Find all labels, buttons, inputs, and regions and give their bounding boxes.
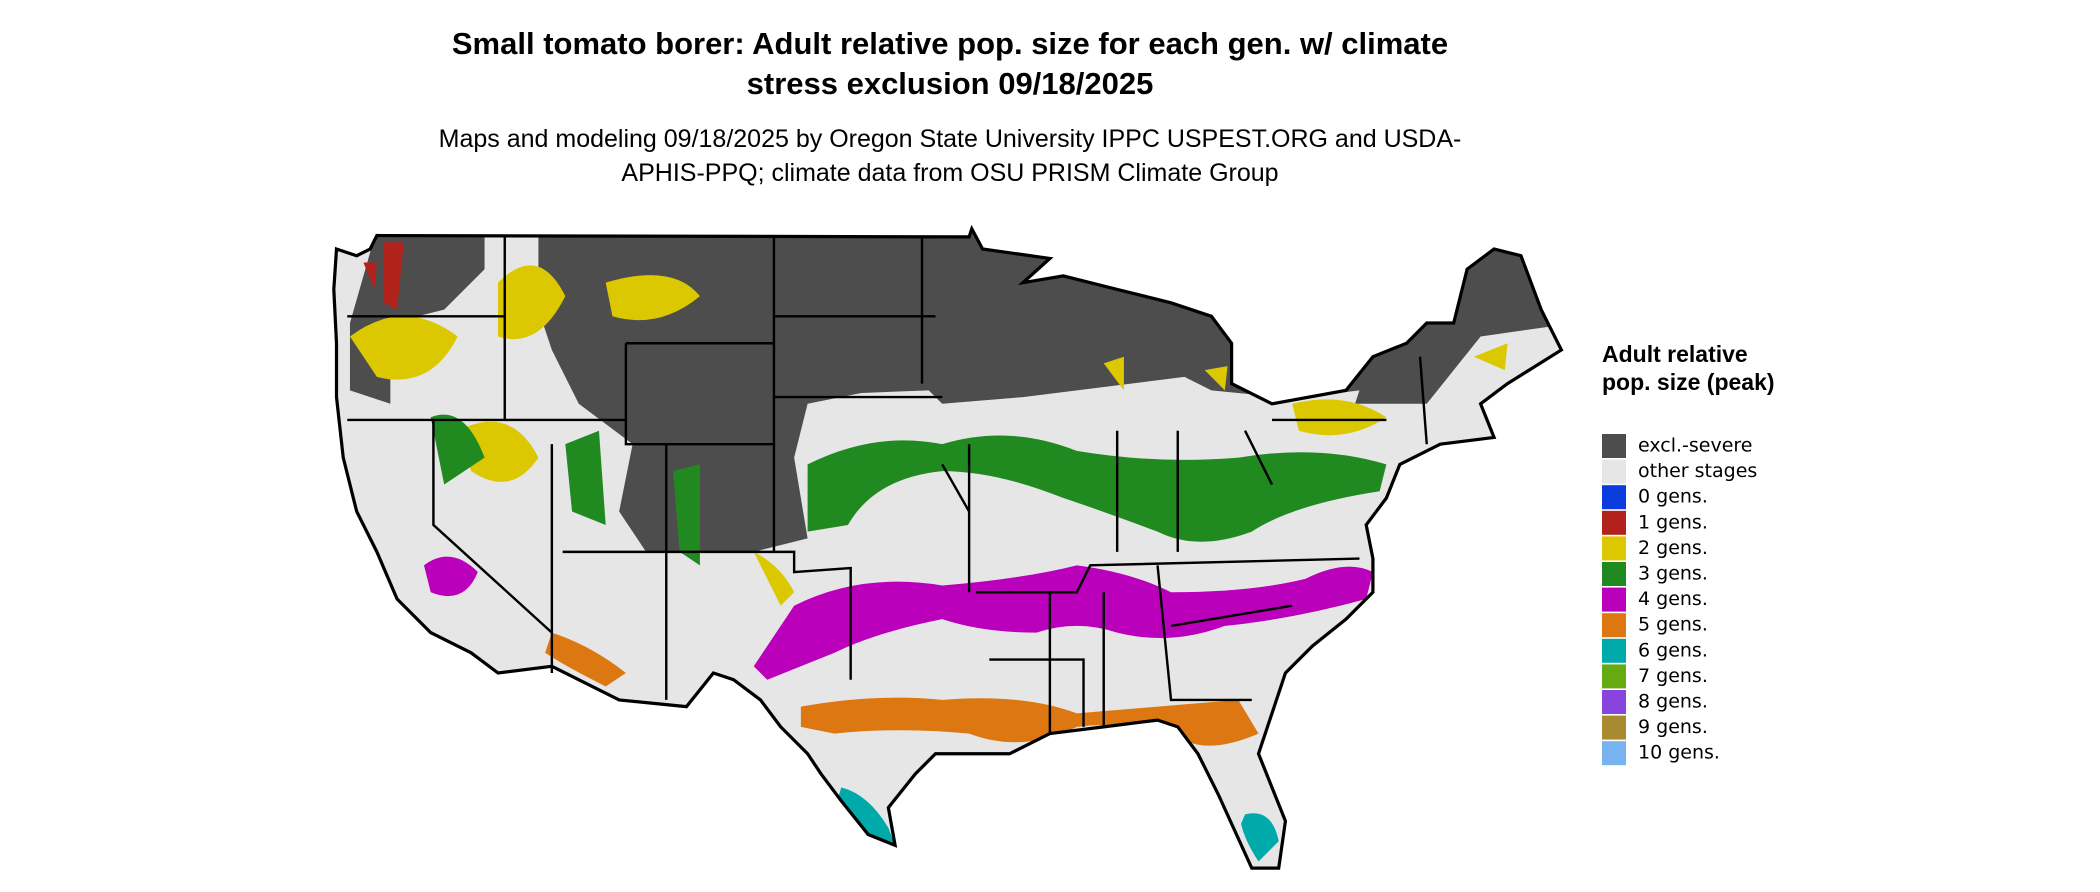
country-outline bbox=[332, 224, 1564, 870]
legend-swatch bbox=[1602, 459, 1626, 484]
map-subtitle: Maps and modeling 09/18/2025 by Oregon S… bbox=[438, 125, 1462, 187]
legend-swatch bbox=[1602, 485, 1626, 510]
map-region bbox=[430, 414, 1387, 566]
legend-label: excl.-severe bbox=[1638, 435, 1753, 457]
state-borders bbox=[347, 236, 1428, 734]
legend-swatch bbox=[1602, 587, 1626, 612]
legend-label: 9 gens. bbox=[1638, 716, 1708, 738]
map-region bbox=[837, 787, 1279, 862]
legend-swatch bbox=[1602, 715, 1626, 740]
legend-label: 1 gens. bbox=[1638, 511, 1708, 533]
legend-title: Adult relative pop. size (peak) bbox=[1602, 341, 1775, 395]
legend-label: 10 gens. bbox=[1638, 742, 1720, 764]
legend-swatch bbox=[1602, 510, 1626, 535]
legend-label: 0 gens. bbox=[1638, 486, 1708, 508]
legend-swatch bbox=[1602, 741, 1626, 766]
legend-swatch bbox=[1602, 690, 1626, 714]
map-region bbox=[363, 242, 404, 310]
legend: excl.-severe other stages 0 gens. 1 gens. 2 … bbox=[1602, 434, 1757, 766]
legend-swatch bbox=[1602, 638, 1626, 663]
legend-label: 4 gens. bbox=[1638, 588, 1708, 610]
legend-label: 3 gens. bbox=[1638, 563, 1708, 585]
legend-label: 8 gens. bbox=[1638, 691, 1708, 713]
map-regions bbox=[333, 228, 1562, 869]
legend-label: 7 gens. bbox=[1638, 665, 1708, 687]
map-region bbox=[423, 556, 1373, 680]
legend-label: 6 gens. bbox=[1638, 639, 1708, 661]
legend-swatch bbox=[1602, 562, 1626, 586]
legend-label: other stages bbox=[1638, 460, 1757, 482]
map-region bbox=[545, 632, 1259, 746]
legend-swatch bbox=[1602, 613, 1626, 638]
map-title: Small tomato borer: Adult relative pop. … bbox=[451, 26, 1449, 101]
legend-label: 2 gens. bbox=[1638, 537, 1708, 559]
legend-label: 5 gens. bbox=[1638, 614, 1708, 636]
map-body bbox=[332, 224, 1564, 870]
legend-swatch bbox=[1602, 536, 1626, 561]
legend-swatch bbox=[1602, 434, 1626, 458]
legend-swatch bbox=[1602, 664, 1626, 689]
